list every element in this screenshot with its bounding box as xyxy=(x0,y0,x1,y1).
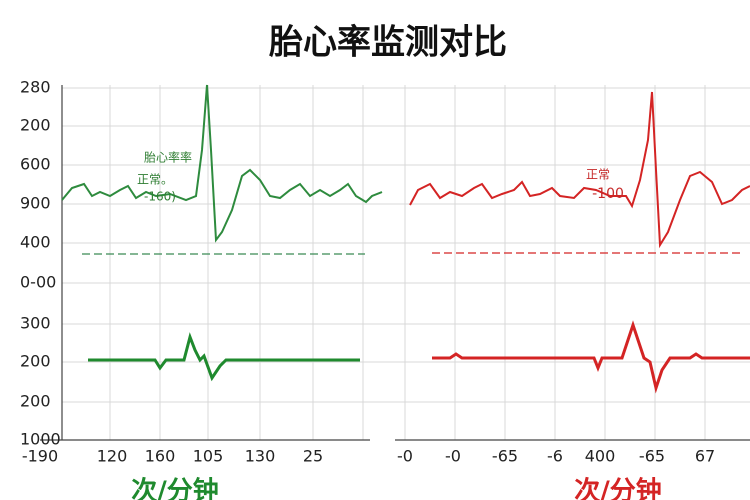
left-annotation-3: -160) xyxy=(144,190,176,204)
x-label: -65 xyxy=(639,447,665,466)
right-lower-wave xyxy=(432,320,750,394)
right-annotation-1: 正常 xyxy=(586,168,610,182)
y-label: 0-00 xyxy=(20,273,56,292)
x-label: -0 xyxy=(445,447,461,466)
y-label: 200 xyxy=(20,116,51,135)
right-annotation-2: -100 xyxy=(592,186,624,202)
left-unit: 次/分钟 xyxy=(131,476,219,500)
x-label: 67 xyxy=(695,447,715,466)
x-label: 120 xyxy=(97,447,128,466)
y-label: 900 xyxy=(20,194,51,213)
axes xyxy=(40,85,750,441)
y-label: 200 xyxy=(20,392,51,411)
x-label: -0 xyxy=(397,447,413,466)
x-label: -190 xyxy=(22,447,58,466)
y-label: 300 xyxy=(20,314,51,333)
left-lower-wave xyxy=(88,332,360,382)
y-label: 1000 xyxy=(20,430,61,449)
x-label: 160 xyxy=(145,447,176,466)
left-annotation-1: 胎心率率 xyxy=(144,150,192,165)
left-upper-wave xyxy=(61,84,383,243)
x-label: 105 xyxy=(193,447,224,466)
y-label: 600 xyxy=(20,155,51,174)
x-label: 25 xyxy=(303,447,323,466)
left-annotation-2: 正常。 xyxy=(137,173,173,187)
x-label: -6 xyxy=(547,447,563,466)
right-unit: 次/分钟 xyxy=(574,476,662,500)
y-label: 400 xyxy=(20,233,51,252)
grid xyxy=(62,85,750,440)
title: 胎心率监测对比 xyxy=(269,23,507,63)
x-label: 400 xyxy=(585,447,616,466)
y-label: 200 xyxy=(20,352,51,371)
x-label: 130 xyxy=(245,447,276,466)
right-upper-wave xyxy=(409,91,750,249)
x-label: -65 xyxy=(492,447,518,466)
y-label: 280 xyxy=(20,78,51,97)
